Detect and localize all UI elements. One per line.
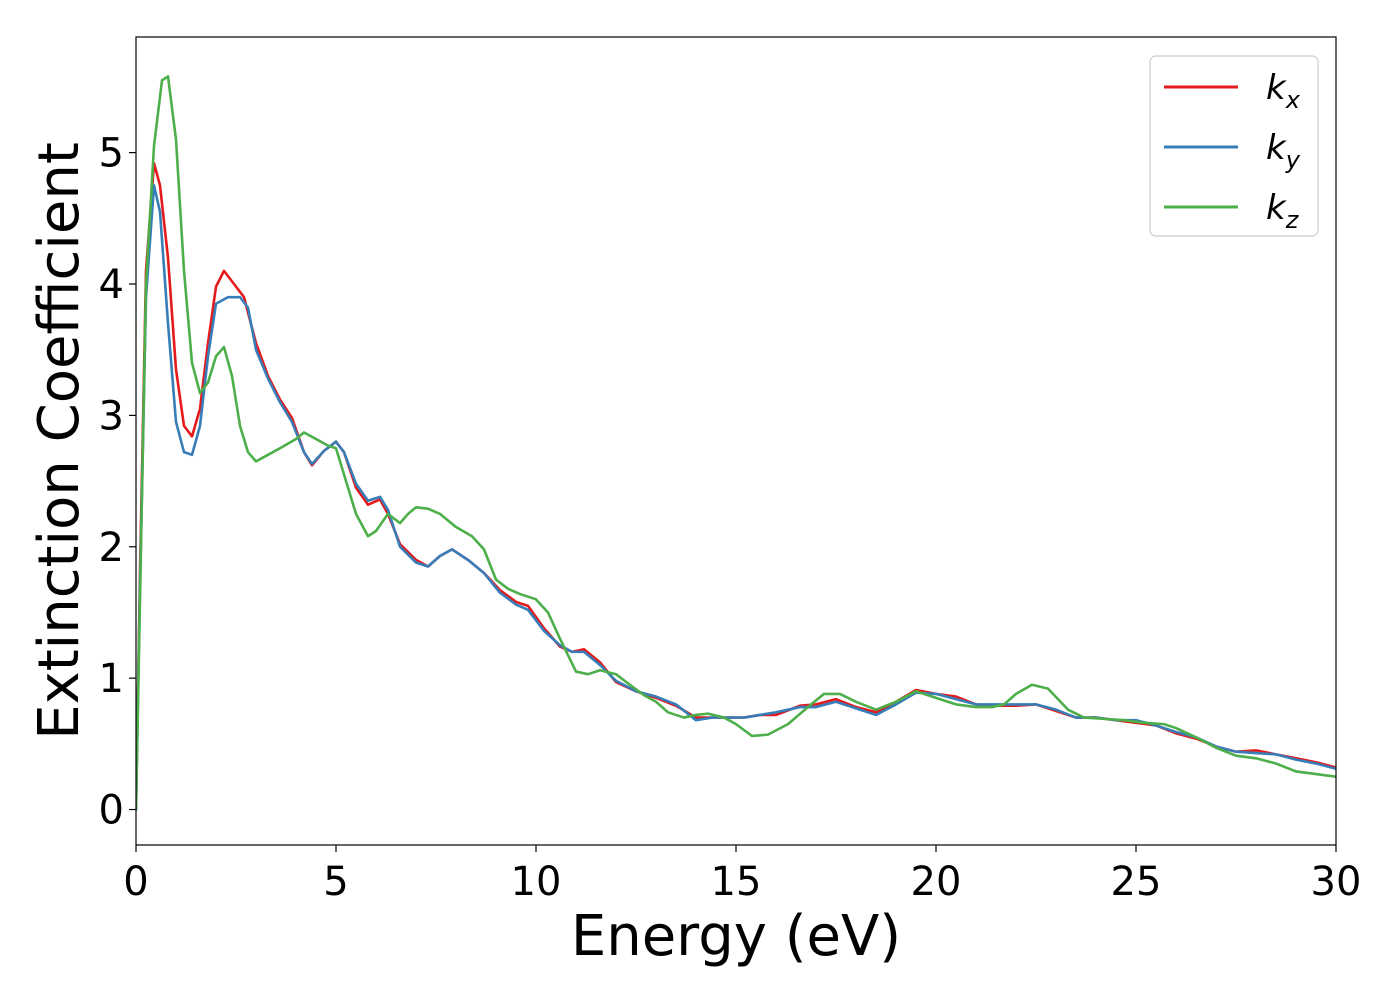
legend-label-base: k — [1266, 128, 1287, 168]
y-tick-label: 3 — [99, 393, 124, 439]
x-tick-label: 0 — [123, 859, 148, 905]
series-line-y — [136, 184, 1336, 811]
series-line-x — [136, 161, 1336, 811]
x-tick-label: 15 — [711, 859, 762, 905]
x-tick-label: 30 — [1311, 859, 1362, 905]
y-tick-label: 1 — [99, 656, 124, 702]
legend-label-sub: z — [1285, 206, 1300, 234]
legend-label-sub: x — [1285, 86, 1301, 114]
series-line-z — [136, 75, 1336, 811]
y-axis-title: Extinction Coefficient — [27, 142, 92, 740]
x-tick-label: 10 — [511, 859, 562, 905]
series-layer — [136, 75, 1336, 811]
y-tick-label: 4 — [99, 262, 124, 308]
y-tick-label: 5 — [99, 131, 124, 177]
x-axis-title: Energy (eV) — [571, 904, 901, 969]
ticks-layer: 0 5 10 15 20 25 30 0 1 2 3 4 5 — [99, 131, 1362, 905]
x-tick-label: 25 — [1111, 859, 1162, 905]
legend-label-z: kz — [1266, 188, 1300, 234]
y-tick-label: 2 — [99, 525, 124, 571]
legend-label-base: k — [1266, 188, 1287, 228]
y-tick-label: 0 — [99, 788, 124, 834]
legend-label-sub: y — [1285, 146, 1301, 174]
x-tick-label: 5 — [323, 859, 348, 905]
legend-label-base: k — [1266, 68, 1287, 108]
legend-label-x: kx — [1266, 68, 1301, 114]
legend-label-y: ky — [1266, 128, 1301, 174]
x-tick-label: 20 — [911, 859, 962, 905]
